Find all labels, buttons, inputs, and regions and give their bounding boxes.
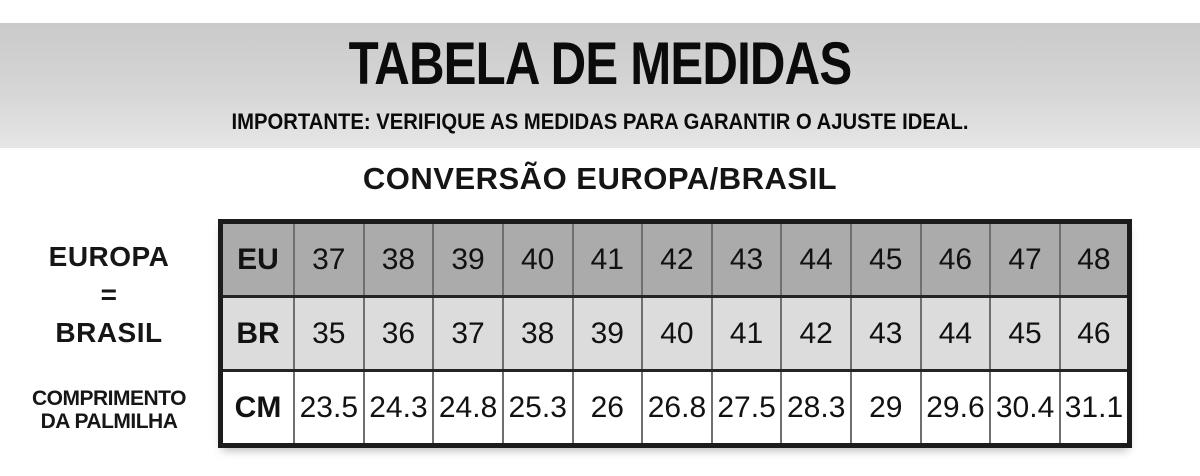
table-cell: 28.3 bbox=[780, 369, 852, 447]
table-cell: 39 bbox=[432, 220, 504, 298]
table-cell: 41 bbox=[710, 295, 783, 372]
side-label-insole-length: COMPRIMENTO DA PALMILHA bbox=[0, 371, 218, 448]
side-label-europa-brasil: EUROPA = BRASIL bbox=[0, 219, 218, 371]
table-cell: 30.4 bbox=[989, 369, 1061, 447]
table-cell: 43 bbox=[850, 295, 922, 372]
conversion-heading: CONVERSÃO EUROPA/BRASIL bbox=[362, 161, 838, 196]
table-cell: 40 bbox=[501, 220, 574, 298]
table-cell: 45 bbox=[850, 220, 922, 298]
table-cell: 43 bbox=[710, 220, 783, 298]
table-cell: 38 bbox=[501, 295, 574, 372]
table-cell: 31.1 bbox=[1058, 369, 1131, 447]
header-warning-text: IMPORTANTE: VERIFIQUE AS MEDIDAS PARA GA… bbox=[231, 109, 969, 134]
table-cell: 44 bbox=[780, 220, 852, 298]
table-cell: 46 bbox=[1058, 295, 1131, 372]
table-cell: 47 bbox=[989, 220, 1061, 298]
table-cell: 45 bbox=[989, 295, 1061, 372]
table-cell: 25.3 bbox=[501, 369, 574, 447]
table-cell: 24.8 bbox=[432, 369, 504, 447]
row-label-br: BR bbox=[219, 295, 295, 372]
insole-label-line2: DA PALMILHA bbox=[40, 409, 178, 433]
header-band: TABELA DE MEDIDAS IMPORTANTE: VERIFIQUE … bbox=[0, 23, 1200, 148]
insole-label-line1: COMPRIMENTO bbox=[32, 386, 186, 410]
table-cell: 24.3 bbox=[362, 369, 435, 447]
equals-sign: = bbox=[100, 279, 118, 310]
conversion-table: EU 37 38 39 40 41 42 43 44 45 46 47 48 BR 35 36 37 38 39 40… bbox=[218, 219, 1132, 448]
table-cell: 46 bbox=[919, 220, 992, 298]
row-label-cm: CM bbox=[219, 369, 295, 447]
table-cell: 42 bbox=[641, 220, 713, 298]
page-title: TABELA DE MEDIDAS bbox=[348, 30, 852, 97]
table-cell: 48 bbox=[1058, 220, 1131, 298]
table-cell: 23.5 bbox=[293, 369, 365, 447]
table-row-eu: EU 37 38 39 40 41 42 43 44 45 46 47 48 bbox=[219, 220, 1131, 298]
table-cell: 39 bbox=[571, 295, 644, 372]
table-cell: 27.5 bbox=[710, 369, 783, 447]
side-label-europa: EUROPA bbox=[48, 241, 170, 272]
table-cell: 29.6 bbox=[919, 369, 992, 447]
table-cell: 37 bbox=[432, 295, 504, 372]
table-cell: 40 bbox=[641, 295, 713, 372]
conversion-section: EUROPA = BRASIL COMPRIMENTO DA PALMILHA … bbox=[0, 219, 1200, 448]
table-cell: 36 bbox=[362, 295, 435, 372]
table-cell: 38 bbox=[362, 220, 435, 298]
table-cell: 29 bbox=[850, 369, 922, 447]
table-row-cm: CM 23.5 24.3 24.8 25.3 26 26.8 27.5 28.3 29 29.6 30… bbox=[219, 369, 1131, 447]
row-label-eu: EU bbox=[219, 220, 295, 298]
table-cell: 37 bbox=[293, 220, 365, 298]
table-row-br: BR 35 36 37 38 39 40 41 42 43 44 45 46 bbox=[219, 295, 1131, 372]
table-cell: 35 bbox=[293, 295, 365, 372]
table-cell: 42 bbox=[780, 295, 852, 372]
side-labels: EUROPA = BRASIL COMPRIMENTO DA PALMILHA bbox=[0, 219, 218, 448]
table-cell: 44 bbox=[919, 295, 992, 372]
table-cell: 41 bbox=[571, 220, 644, 298]
table-cell: 26 bbox=[571, 369, 644, 447]
table-cell: 26.8 bbox=[641, 369, 713, 447]
side-label-brasil: BRASIL bbox=[55, 317, 163, 348]
